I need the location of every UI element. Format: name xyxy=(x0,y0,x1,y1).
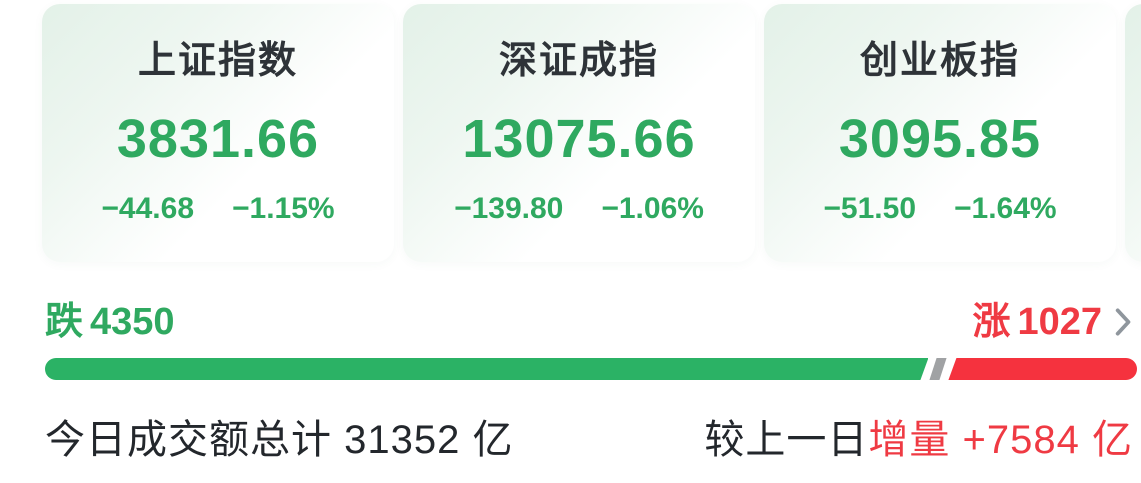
index-name: 上证指数 xyxy=(137,40,298,82)
turnover-row: 今日成交额总计 31352 亿 较上一日增量 +7584 亿 xyxy=(45,416,1133,464)
index-card-shanghai[interactable]: 上证指数 3831.66 −44.68 −1.15% xyxy=(42,4,394,262)
index-cards-row: 上证指数 3831.66 −44.68 −1.15% 深证成指 13075.66… xyxy=(42,4,1141,262)
index-card-partial[interactable] xyxy=(1125,4,1141,262)
index-value: 3095.85 xyxy=(838,109,1042,169)
index-card-chinext[interactable]: 创业板指 3095.85 −51.50 −1.64% xyxy=(764,4,1116,262)
breadth-labels-row: 跌 4350 涨 1027 xyxy=(45,300,1133,344)
advancers-group[interactable]: 涨 1027 xyxy=(972,300,1133,344)
advancers-text: 涨 xyxy=(972,301,1011,343)
index-change-pct: −1.06% xyxy=(601,192,704,225)
index-change: −51.50 xyxy=(823,192,916,225)
compare-prefix: 较上一日 xyxy=(704,418,869,462)
advancers-count: 1027 xyxy=(1017,301,1102,343)
index-change: −44.68 xyxy=(101,192,194,225)
decliners-text: 跌 xyxy=(45,301,84,343)
decliners-bar-segment xyxy=(45,358,928,380)
advancers-label: 涨 1027 xyxy=(972,300,1102,344)
turnover-compare-text: 较上一日增量 +7584 亿 xyxy=(704,416,1133,464)
index-change-pct: −1.15% xyxy=(232,192,335,225)
advancers-bar-segment xyxy=(948,358,1137,380)
turnover-delta: 增量 +7584 亿 xyxy=(868,418,1133,462)
index-name: 创业板指 xyxy=(859,40,1020,82)
index-change-row: −139.80 −1.06% xyxy=(403,192,755,226)
chevron-right-icon[interactable] xyxy=(1114,307,1133,337)
index-change-pct: −1.64% xyxy=(954,192,1057,225)
index-change-row: −44.68 −1.15% xyxy=(42,192,394,226)
advance-decline-bar[interactable] xyxy=(45,358,1137,380)
index-change-row: −51.50 −1.64% xyxy=(764,192,1116,226)
index-value: 13075.66 xyxy=(462,109,696,169)
decliners-count: 4350 xyxy=(90,301,175,343)
turnover-total-text: 今日成交额总计 31352 亿 xyxy=(45,418,514,462)
index-value: 3831.66 xyxy=(116,109,320,169)
index-card-shenzhen[interactable]: 深证成指 13075.66 −139.80 −1.06% xyxy=(403,4,755,262)
index-change: −139.80 xyxy=(454,192,564,225)
index-name: 深证成指 xyxy=(498,40,659,82)
decliners-label: 跌 4350 xyxy=(45,300,175,344)
